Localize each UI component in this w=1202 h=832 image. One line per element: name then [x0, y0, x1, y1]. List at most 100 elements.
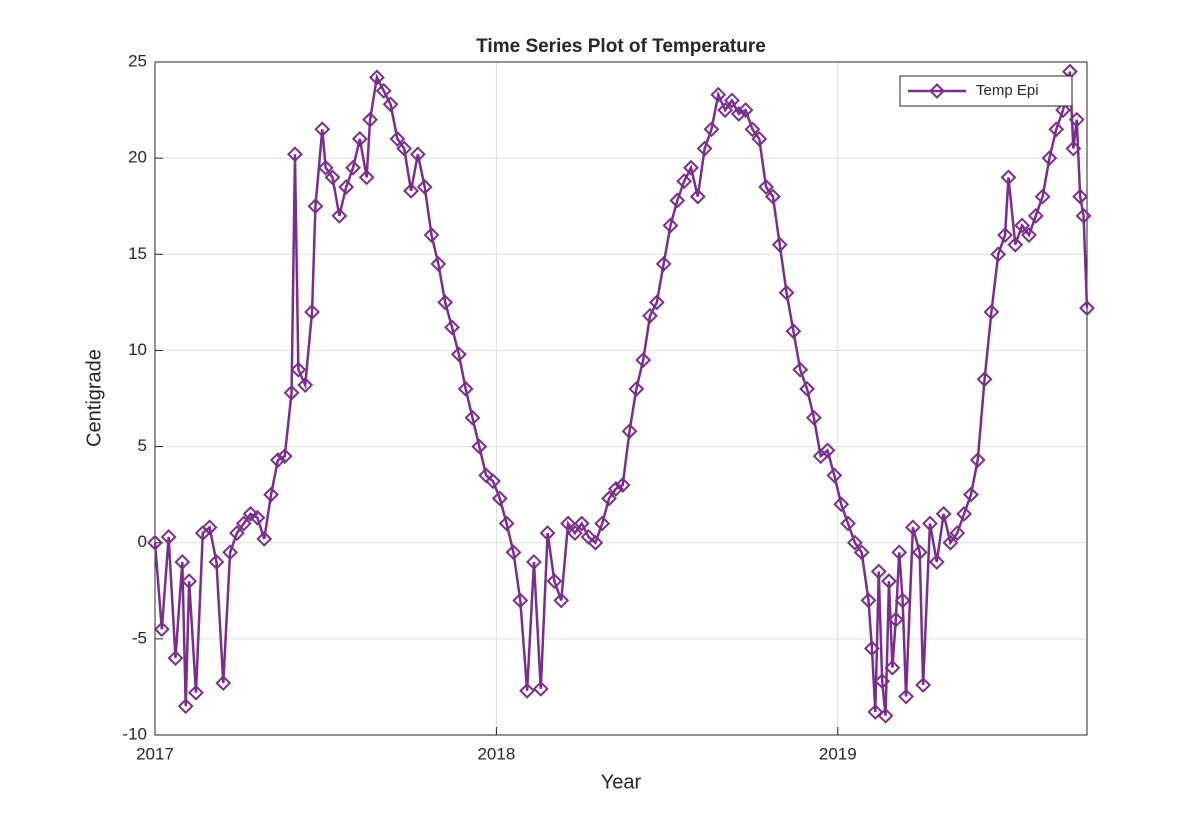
x-tick-label: 2018 — [477, 744, 515, 763]
data-marker — [898, 688, 914, 705]
data-marker — [840, 515, 856, 532]
data-marker — [1000, 169, 1017, 186]
y-tick-label: -10 — [122, 724, 147, 743]
data-marker — [860, 592, 877, 609]
data-marker — [505, 544, 522, 561]
data-marker — [430, 255, 447, 272]
data-marker — [864, 640, 880, 657]
data-marker — [208, 554, 225, 570]
data-marker — [758, 179, 775, 195]
plot-frame — [154, 61, 1088, 736]
data-marker — [1034, 188, 1051, 205]
data-marker — [174, 554, 191, 570]
x-axis-label: Year — [601, 771, 642, 793]
data-marker — [628, 380, 645, 397]
data-marker — [737, 102, 754, 118]
data-marker — [1041, 150, 1058, 167]
data-marker — [922, 515, 938, 532]
data-marker — [771, 236, 788, 253]
data-marker — [188, 684, 204, 701]
data-marker — [833, 496, 850, 513]
data-marker — [269, 452, 286, 468]
y-tick-label: 0 — [138, 532, 147, 551]
data-marker — [949, 525, 966, 542]
data-marker — [956, 505, 973, 522]
y-tick-label: 10 — [128, 340, 147, 359]
data-marker — [263, 486, 279, 503]
data-marker — [526, 554, 542, 570]
data-marker — [765, 188, 781, 205]
data-marker — [669, 192, 686, 209]
data-marker — [464, 409, 481, 426]
data-marker — [805, 409, 822, 426]
data-marker — [457, 380, 474, 397]
data-marker — [703, 121, 720, 138]
data-marker — [997, 227, 1013, 243]
data-marker — [676, 173, 693, 190]
data-marker — [160, 529, 177, 545]
data-marker — [491, 490, 508, 507]
data-marker — [887, 611, 904, 628]
data-marker — [853, 544, 870, 561]
data-marker — [485, 473, 501, 490]
data-marker — [147, 534, 163, 551]
data-marker — [594, 515, 611, 532]
data-marker — [1065, 140, 1082, 157]
data-marker — [846, 534, 863, 551]
data-marker — [304, 304, 320, 320]
data-marker — [351, 130, 368, 147]
data-marker — [1021, 227, 1037, 243]
data-marker — [744, 121, 761, 138]
data-marker — [375, 82, 392, 99]
data-marker — [444, 319, 460, 336]
data-marker — [587, 534, 604, 551]
y-tick-label: 15 — [128, 244, 147, 263]
data-marker — [881, 573, 897, 590]
data-marker — [242, 505, 259, 522]
data-marker — [963, 486, 979, 503]
data-marker — [662, 217, 679, 234]
data-marker — [942, 534, 959, 551]
data-marker — [976, 371, 993, 388]
data-marker — [249, 509, 266, 526]
data-marker — [338, 179, 355, 195]
data-marker — [512, 592, 529, 609]
data-marker — [730, 106, 747, 122]
data-marker — [870, 563, 887, 580]
data-marker — [283, 384, 300, 401]
data-marker — [177, 698, 194, 715]
y-tick-label: -5 — [132, 628, 147, 647]
data-marker — [601, 490, 617, 507]
legend-label: Temp Epi — [976, 82, 1039, 99]
data-marker — [874, 673, 891, 690]
data-marker — [256, 530, 273, 547]
data-marker — [566, 525, 583, 542]
data-marker — [894, 592, 911, 609]
data-marker — [642, 307, 658, 324]
data-marker — [1068, 111, 1085, 128]
data-marker — [409, 146, 426, 163]
data-marker — [307, 198, 324, 215]
data-marker — [287, 146, 303, 163]
data-marker — [297, 377, 314, 393]
data-marker — [710, 86, 727, 103]
data-marker — [437, 294, 454, 311]
data-marker — [607, 480, 624, 497]
data-marker — [368, 69, 385, 86]
data-marker — [416, 179, 433, 195]
data-marker — [532, 680, 549, 697]
data-marker — [560, 515, 576, 532]
data-marker — [635, 352, 652, 368]
data-marker — [345, 159, 361, 176]
y-tick-label: 5 — [138, 436, 147, 455]
data-marker — [382, 96, 399, 113]
data-marker — [1055, 102, 1072, 118]
data-marker — [215, 675, 232, 691]
data-marker — [546, 573, 563, 590]
y-tick-label: 25 — [128, 51, 147, 70]
y-axis-label: Centigrade — [83, 349, 105, 447]
data-marker — [683, 159, 699, 176]
data-marker — [904, 519, 921, 536]
data-marker — [276, 448, 293, 465]
